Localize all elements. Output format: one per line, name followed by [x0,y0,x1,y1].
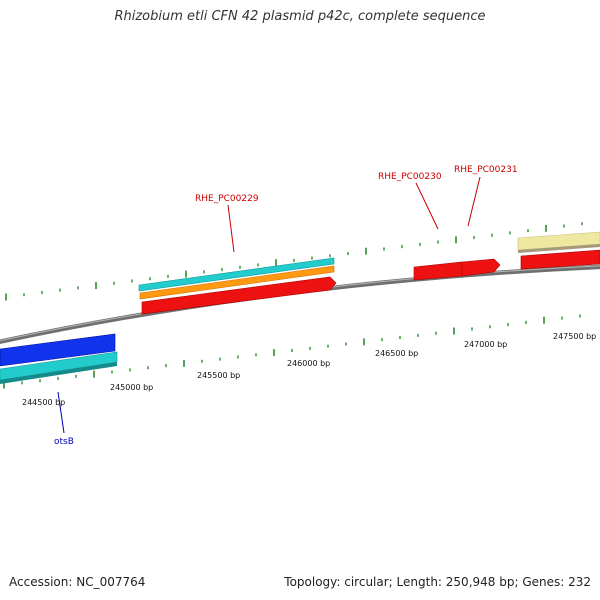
leader-line-rhe-pc00231 [467,176,481,227]
gene-bar-khaki-shadow [518,244,600,253]
tick-marks [3,222,583,389]
gene-bar-cyan-left-shadow [0,362,117,384]
footer-accession: Accession: NC_007764 [9,575,146,589]
bp-label: 247000 bp [464,340,507,349]
bp-label: 244500 bp [22,398,65,407]
footer-summary: Topology: circular; Length: 250,948 bp; … [284,575,591,589]
leader-line-rhe-pc00230 [415,182,439,230]
leader-line-otsb [57,391,65,434]
gene-label-rhe-pc00231[interactable]: RHE_PC00231 [454,165,518,175]
leader-line-rhe-pc00229 [227,204,235,253]
gene-arrow-right-edge[interactable] [520,249,600,270]
bp-label: 245500 bp [197,371,240,380]
gene-arrow-rhe-pc00229[interactable] [141,276,337,315]
bp-label: 245000 bp [110,383,153,392]
bp-label: 246500 bp [375,349,418,358]
gene-bar-cyan[interactable] [138,257,335,292]
page-title: Rhizobium etli CFN 42 plasmid p42c, comp… [114,9,486,24]
gene-arrow-otsb[interactable] [0,333,116,367]
gene-bar-orange[interactable] [139,265,335,300]
bp-label: 246000 bp [287,359,330,368]
gene-label-otsb[interactable]: otsB [54,437,74,447]
gene-label-rhe-pc00230[interactable]: RHE_PC00230 [378,172,442,182]
gene-label-rhe-pc00229[interactable]: RHE_PC00229 [195,194,259,204]
backbone-arc [0,264,600,344]
gene-arrow-rhe-pc00231[interactable] [461,258,501,277]
bp-label: 247500 bp [553,332,596,341]
